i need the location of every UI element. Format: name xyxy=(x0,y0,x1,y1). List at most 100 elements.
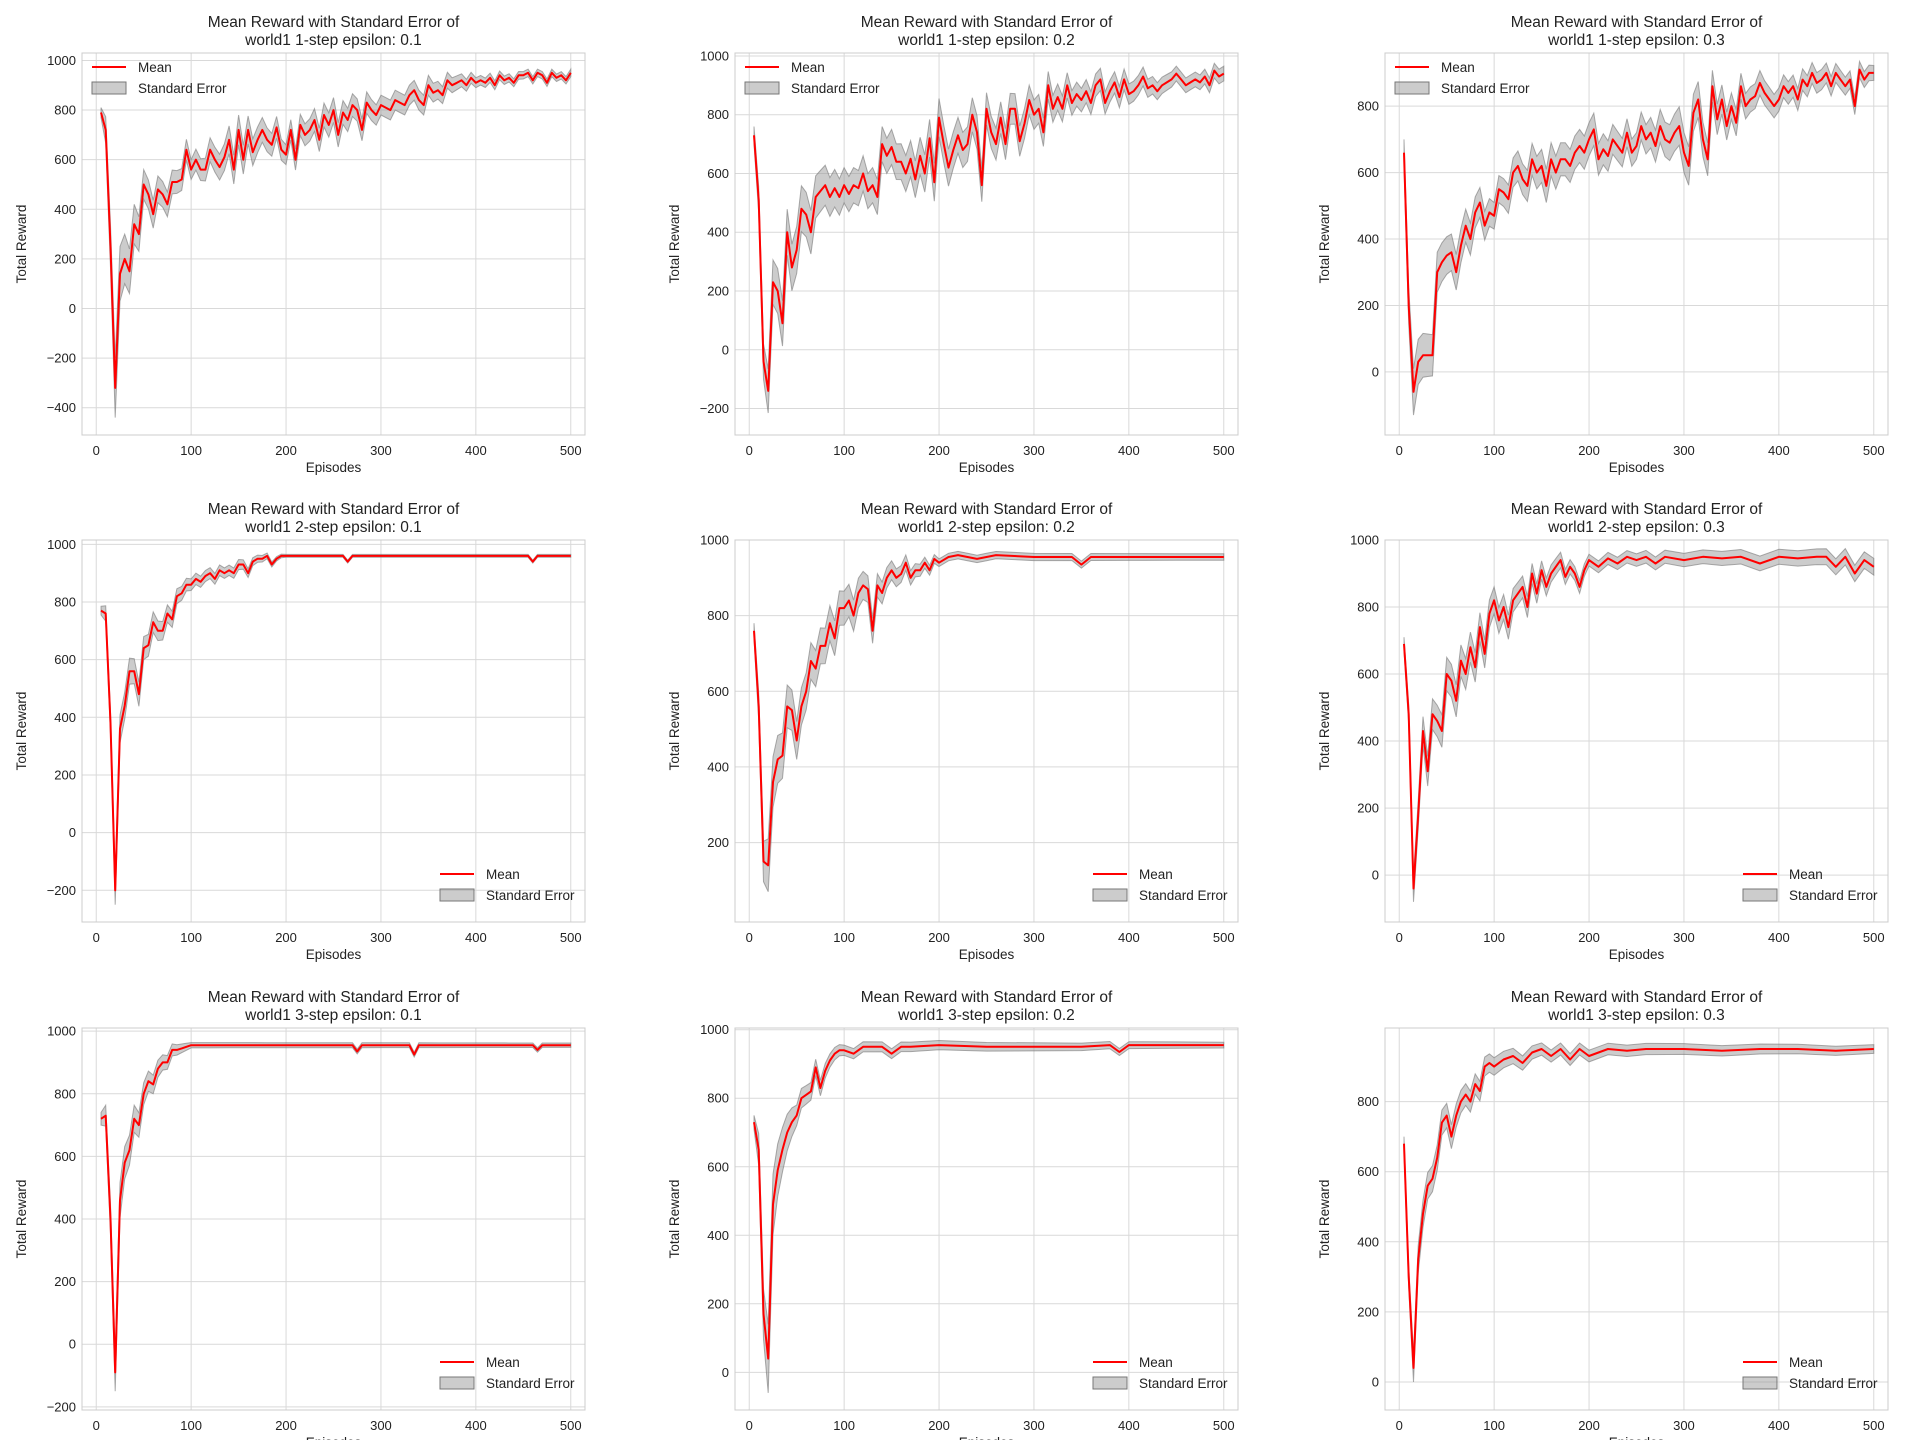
subplot-2: 0 100 200 300 400 500 −200 0 200 400 600 800 1000 Mea… xyxy=(667,14,1239,475)
y-tick-label: 200 xyxy=(707,835,729,850)
x-tick-label: 200 xyxy=(275,930,297,945)
plot-area xyxy=(735,540,1238,922)
chart-title-line-2: world1 2-step epsilon: 0.3 xyxy=(1547,519,1725,536)
x-tick-label: 400 xyxy=(1768,930,1790,945)
x-tick-label: 400 xyxy=(1118,1418,1140,1433)
legend-standard-error-swatch xyxy=(1742,1376,1778,1390)
legend: Mean Standard Error xyxy=(91,60,227,96)
y-tick-label: 800 xyxy=(54,594,76,609)
x-axis-label: Episodes xyxy=(1609,460,1665,475)
x-axis-label: Episodes xyxy=(959,947,1015,962)
y-tick-label: 1000 xyxy=(47,53,76,68)
legend-standard-error-label: Standard Error xyxy=(1789,1376,1878,1391)
y-tick-label: −200 xyxy=(47,1399,76,1414)
axes-frame xyxy=(1384,1027,1889,1411)
subplot-4: 0 100 200 300 400 500 −200 0 200 400 600 800 1000 Mea… xyxy=(14,501,586,962)
y-tick-label: 400 xyxy=(1357,734,1379,749)
mean-line xyxy=(100,1044,571,1374)
x-tick-label: 400 xyxy=(465,1418,487,1433)
chart-title-line-1: Mean Reward with Standard Error of xyxy=(1511,14,1763,31)
standard-error-band xyxy=(1403,1042,1875,1383)
y-axis-label: Total Reward xyxy=(667,692,682,771)
mean-line xyxy=(753,1044,1224,1360)
x-tick-label: 200 xyxy=(275,1418,297,1433)
chart-title-line-2: world1 1-step epsilon: 0.1 xyxy=(244,32,422,49)
legend-mean-label: Mean xyxy=(486,1355,520,1370)
y-tick-label: 200 xyxy=(707,1296,729,1311)
x-axis-label: Episodes xyxy=(959,1435,1015,1440)
legend-standard-error-swatch xyxy=(1742,888,1778,902)
y-tick-label: 400 xyxy=(1357,1234,1379,1249)
y-tick-label: 0 xyxy=(722,342,729,357)
legend-standard-error-swatch xyxy=(1092,1376,1128,1390)
chart-title-line-2: world1 3-step epsilon: 0.1 xyxy=(244,1007,422,1024)
x-tick-label: 0 xyxy=(1396,1418,1403,1433)
legend: Mean Standard Error xyxy=(744,60,880,96)
y-axis-label: Total Reward xyxy=(1317,205,1332,284)
x-tick-label: 300 xyxy=(1023,1418,1045,1433)
x-tick-label: 300 xyxy=(370,930,392,945)
y-tick-label: 800 xyxy=(1357,99,1379,114)
subplot-8: 0 100 200 300 400 500 0 200 400 600 800 1000 Mean Re… xyxy=(667,989,1239,1440)
mean-line xyxy=(753,69,1225,392)
chart-title-line-2: world1 3-step epsilon: 0.3 xyxy=(1547,1007,1725,1024)
x-tick-label: 500 xyxy=(560,443,582,458)
subplot-9: 0 100 200 300 400 500 0 200 400 600 800 Mean Reward… xyxy=(1317,989,1889,1440)
y-tick-label: 0 xyxy=(722,1365,729,1380)
y-tick-label: 200 xyxy=(54,251,76,266)
x-tick-label: 200 xyxy=(928,1418,950,1433)
axes-frame xyxy=(81,1027,586,1411)
plot-area xyxy=(1385,540,1888,922)
x-tick-label: 500 xyxy=(1213,1418,1235,1433)
x-tick-label: 0 xyxy=(93,930,100,945)
mean-line xyxy=(100,554,571,892)
mean-line xyxy=(1403,68,1874,393)
subplot-7: 0 100 200 300 400 500 −200 0 200 400 600 800 1000 Mea… xyxy=(14,989,586,1440)
x-tick-label: 500 xyxy=(1863,443,1885,458)
x-tick-label: 0 xyxy=(93,443,100,458)
x-tick-label: 200 xyxy=(1578,1418,1600,1433)
legend-standard-error-label: Standard Error xyxy=(486,888,575,903)
x-tick-label: 100 xyxy=(1483,443,1505,458)
x-tick-label: 0 xyxy=(1396,443,1403,458)
x-tick-label: 500 xyxy=(1213,930,1235,945)
legend-mean-label: Mean xyxy=(1789,867,1823,882)
y-tick-label: 1000 xyxy=(47,537,76,552)
y-tick-label: 800 xyxy=(1357,600,1379,615)
y-tick-label: 0 xyxy=(1372,868,1379,883)
y-axis-label: Total Reward xyxy=(1317,692,1332,771)
x-tick-label: 200 xyxy=(928,930,950,945)
y-tick-label: 600 xyxy=(1357,165,1379,180)
legend-standard-error-swatch xyxy=(1394,81,1430,95)
legend-mean-label: Mean xyxy=(1441,60,1475,75)
y-tick-label: 800 xyxy=(707,608,729,623)
x-axis-label: Episodes xyxy=(959,460,1015,475)
y-tick-label: 600 xyxy=(54,152,76,167)
subplot-5: 0 100 200 300 400 500 200 400 600 800 1000 Mean Rew… xyxy=(667,501,1239,962)
standard-error-band xyxy=(753,550,1225,892)
x-tick-label: 0 xyxy=(1396,930,1403,945)
y-tick-label: 1000 xyxy=(1350,533,1379,548)
y-tick-label: 1000 xyxy=(700,533,729,548)
y-tick-label: 400 xyxy=(54,710,76,725)
y-tick-label: 400 xyxy=(707,1228,729,1243)
x-tick-label: 200 xyxy=(275,443,297,458)
subplot-1: 0 100 200 300 400 500 −400 −200 0 200 400 600 800 100… xyxy=(14,14,586,475)
x-tick-label: 0 xyxy=(746,930,753,945)
y-tick-label: 0 xyxy=(69,1337,76,1352)
legend-standard-error-swatch xyxy=(439,1376,475,1390)
y-tick-label: −200 xyxy=(47,351,76,366)
y-tick-label: 400 xyxy=(707,225,729,240)
x-tick-label: 400 xyxy=(465,443,487,458)
chart-title-line-1: Mean Reward with Standard Error of xyxy=(861,989,1113,1006)
x-tick-label: 400 xyxy=(1768,443,1790,458)
legend-standard-error-label: Standard Error xyxy=(486,1376,575,1391)
x-tick-label: 500 xyxy=(1863,1418,1885,1433)
chart-title-line-1: Mean Reward with Standard Error of xyxy=(208,989,460,1006)
standard-error-band xyxy=(753,1039,1225,1393)
y-tick-label: 800 xyxy=(54,1086,76,1101)
y-tick-label: 0 xyxy=(1372,364,1379,379)
y-tick-label: 0 xyxy=(1372,1374,1379,1389)
y-tick-label: 1000 xyxy=(700,1022,729,1037)
standard-error-band xyxy=(100,67,572,418)
